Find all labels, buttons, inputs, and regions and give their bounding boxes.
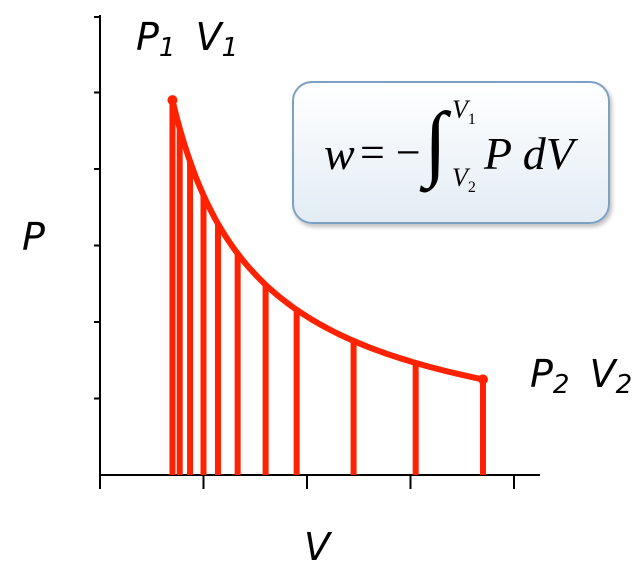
end-volume-symbol: V xyxy=(589,352,616,396)
upper-limit-symbol: V xyxy=(452,95,468,124)
x-axis-label: V xyxy=(304,525,330,569)
integrand: P dV xyxy=(484,128,574,179)
start-point-marker xyxy=(167,95,178,106)
integral-sign: ∫ xyxy=(424,96,448,189)
isotherm-curve xyxy=(169,97,486,383)
start-volume-subscript: 1 xyxy=(221,33,239,63)
start-pressure-symbol: P xyxy=(136,15,159,59)
end-pressure-subscript: 2 xyxy=(552,370,570,400)
equals-minus: = − xyxy=(360,128,421,177)
y-axis-label: P xyxy=(22,215,45,259)
integral-upper-limit: V1 xyxy=(452,97,476,128)
end-volume-subscript: 2 xyxy=(615,370,632,400)
lower-limit-subscript: 2 xyxy=(467,179,476,197)
start-pressure-subscript: 1 xyxy=(158,33,176,63)
upper-limit-subscript: 1 xyxy=(467,111,476,129)
integral-lower-limit: V2 xyxy=(452,165,476,196)
start-volume-symbol: V xyxy=(195,15,222,59)
end-point-marker xyxy=(477,374,488,385)
end-point-label: P2 V2 xyxy=(530,355,632,398)
lower-limit-symbol: V xyxy=(452,163,468,192)
start-point-label: P1 V1 xyxy=(136,18,238,61)
work-symbol: w xyxy=(324,128,355,179)
work-formula-box: w = − ∫ V1 V2 P dV xyxy=(292,81,610,224)
end-pressure-symbol: P xyxy=(530,352,553,396)
